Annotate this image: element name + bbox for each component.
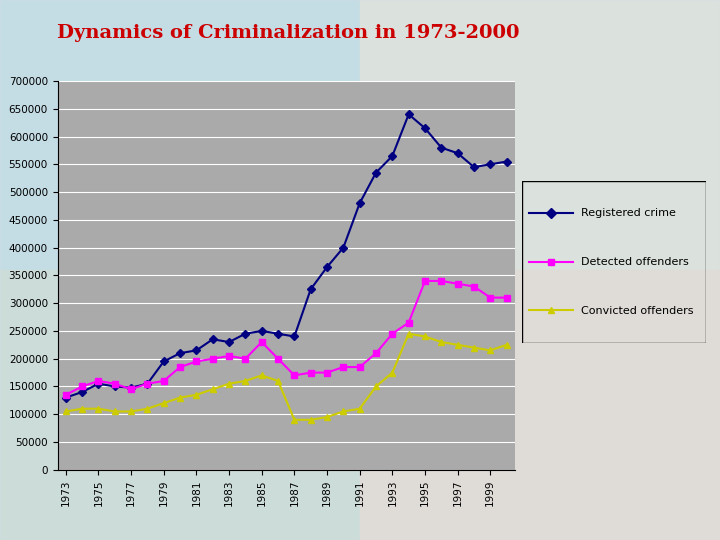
Detected offenders [437, 278, 446, 284]
Registered crime [503, 158, 511, 165]
Detected offenders [159, 377, 168, 384]
Convicted offenders [127, 408, 135, 415]
Registered crime [356, 200, 364, 206]
Detected offenders [454, 280, 462, 287]
Detected offenders [356, 364, 364, 370]
Registered crime [372, 170, 380, 176]
Detected offenders [127, 386, 135, 393]
Registered crime [208, 336, 217, 342]
Detected offenders [388, 330, 397, 337]
Convicted offenders [420, 333, 429, 340]
Detected offenders [143, 381, 152, 387]
Registered crime [290, 333, 299, 340]
Convicted offenders [388, 369, 397, 376]
Convicted offenders [486, 347, 495, 354]
Convicted offenders [61, 408, 70, 415]
Convicted offenders [159, 400, 168, 407]
Detected offenders [274, 355, 282, 362]
Convicted offenders [257, 372, 266, 379]
Convicted offenders [143, 406, 152, 412]
Registered crime [225, 339, 233, 345]
Detected offenders [78, 383, 86, 390]
Registered crime [241, 330, 250, 337]
Detected offenders [257, 339, 266, 345]
Convicted offenders [339, 408, 348, 415]
Detected offenders [486, 294, 495, 301]
Detected offenders [94, 377, 103, 384]
Convicted offenders [454, 342, 462, 348]
Detected offenders [290, 372, 299, 379]
Convicted offenders [469, 345, 478, 351]
Detected offenders [503, 294, 511, 301]
Convicted offenders [274, 377, 282, 384]
Detected offenders [405, 319, 413, 326]
Detected offenders [192, 358, 201, 365]
Convicted offenders [372, 383, 380, 390]
Convicted offenders [176, 394, 184, 401]
Text: Dynamics of Criminalization in 1973-2000: Dynamics of Criminalization in 1973-2000 [57, 24, 519, 42]
Convicted offenders [323, 414, 331, 420]
Registered crime [469, 164, 478, 170]
Detected offenders [420, 278, 429, 284]
Detected offenders [372, 350, 380, 356]
Line: Convicted offenders: Convicted offenders [63, 330, 510, 423]
Registered crime [323, 264, 331, 271]
Registered crime [388, 153, 397, 159]
Registered crime [143, 381, 152, 387]
Registered crime [94, 381, 103, 387]
Convicted offenders [94, 406, 103, 412]
Registered crime [274, 330, 282, 337]
Registered crime [420, 125, 429, 131]
Registered crime [437, 144, 446, 151]
Registered crime [486, 161, 495, 167]
Registered crime [192, 347, 201, 354]
Detected offenders [323, 369, 331, 376]
Convicted offenders [437, 339, 446, 345]
Registered crime [339, 245, 348, 251]
Registered crime [110, 383, 119, 390]
Convicted offenders [225, 381, 233, 387]
Detected offenders [110, 381, 119, 387]
Text: Convicted offenders: Convicted offenders [581, 306, 693, 315]
Line: Registered crime: Registered crime [63, 112, 510, 400]
Text: Detected offenders: Detected offenders [581, 257, 688, 267]
Convicted offenders [356, 406, 364, 412]
Detected offenders [339, 364, 348, 370]
Convicted offenders [503, 342, 511, 348]
Convicted offenders [110, 408, 119, 415]
Registered crime [159, 358, 168, 365]
Convicted offenders [307, 416, 315, 423]
Line: Detected offenders: Detected offenders [63, 278, 510, 397]
Registered crime [454, 150, 462, 157]
Registered crime [78, 389, 86, 395]
Convicted offenders [405, 330, 413, 337]
Detected offenders [241, 355, 250, 362]
Registered crime [127, 384, 135, 391]
Detected offenders [208, 355, 217, 362]
Detected offenders [176, 364, 184, 370]
Detected offenders [469, 284, 478, 290]
Registered crime [307, 286, 315, 293]
Registered crime [176, 350, 184, 356]
Registered crime [61, 394, 70, 401]
Convicted offenders [78, 406, 86, 412]
Detected offenders [225, 353, 233, 359]
Convicted offenders [241, 377, 250, 384]
Registered crime [405, 111, 413, 118]
Text: Registered crime: Registered crime [581, 208, 675, 218]
Convicted offenders [290, 416, 299, 423]
Detected offenders [61, 392, 70, 398]
Convicted offenders [208, 386, 217, 393]
Detected offenders [307, 369, 315, 376]
Registered crime [257, 328, 266, 334]
Convicted offenders [192, 392, 201, 398]
